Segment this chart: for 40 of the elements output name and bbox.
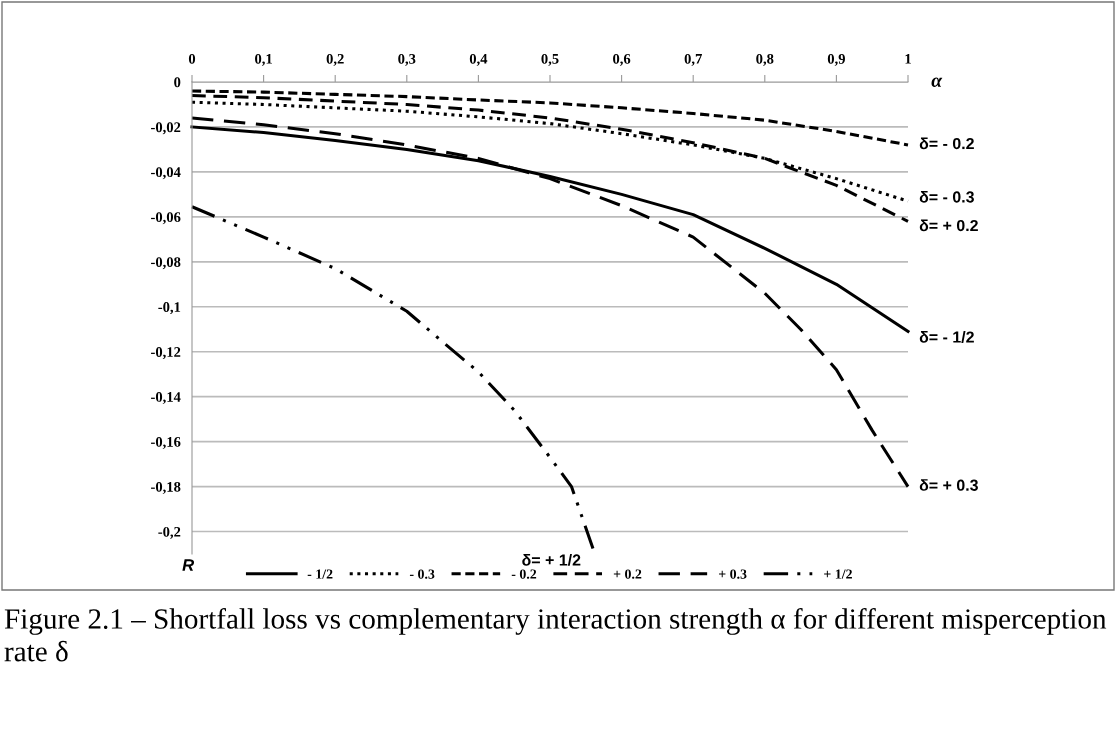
x-tick-label: 0,2 (326, 53, 344, 66)
y-tick-label: -0,18 (151, 481, 181, 494)
x-tick-label: 0 (188, 53, 196, 64)
caption: Figure 2.1 – Shortfall loss vs complementary interaction strength α for different misperception rate δ (4, 608, 1107, 662)
legend-label: - 1/2 (307, 569, 333, 579)
legend-label: - 0.2 (511, 569, 537, 579)
x-tick-label: 0,9 (827, 53, 845, 66)
y-tick-label: -0,02 (151, 122, 181, 135)
y-tick-label: -0,14 (151, 392, 181, 404)
annotation: δ= + 1/2 (522, 553, 581, 566)
legend-label: + 1/2 (824, 569, 852, 579)
x-tick-label: 0,3 (398, 53, 416, 66)
y-tick-label: -0,2 (158, 526, 181, 539)
x-axis-title: α (931, 77, 943, 87)
x-tick-label: 0,8 (756, 53, 774, 66)
x-tick-label: 0,7 (684, 53, 702, 66)
text: δ= + 0.2 (919, 219, 978, 232)
legend-label: - 0.3 (409, 569, 435, 579)
text: δ= - 1/2 (919, 330, 974, 343)
x-tick-label: 1 (905, 53, 911, 64)
y-tick-label: -0,06 (151, 212, 181, 225)
legend-label: + 0.2 (613, 569, 642, 579)
x-tick-label: 0,6 (613, 53, 631, 66)
line-series (190, 93, 910, 223)
y-tick-label: -0,12 (151, 347, 181, 360)
text: δ= - 0.3 (919, 190, 974, 203)
x-tick-label: 0,5 (541, 53, 559, 66)
line-series (190, 205, 595, 550)
x-tick-label: 0,1 (255, 53, 272, 66)
y-tick-label: -0,08 (151, 257, 181, 270)
legend-label: + 0.3 (718, 569, 747, 579)
y-tick-label: 0 (174, 77, 181, 88)
y-tick-label: -0,1 (158, 302, 181, 315)
text: δ= - 0.2 (919, 137, 974, 150)
text: δ= + 0.3 (919, 479, 978, 491)
x-tick-label: 0,4 (469, 53, 488, 66)
y-tick-label: -0,16 (151, 436, 181, 449)
y-tick-label: -0,04 (151, 167, 181, 180)
line-series (190, 116, 910, 489)
y-axis-title: R (182, 559, 195, 571)
